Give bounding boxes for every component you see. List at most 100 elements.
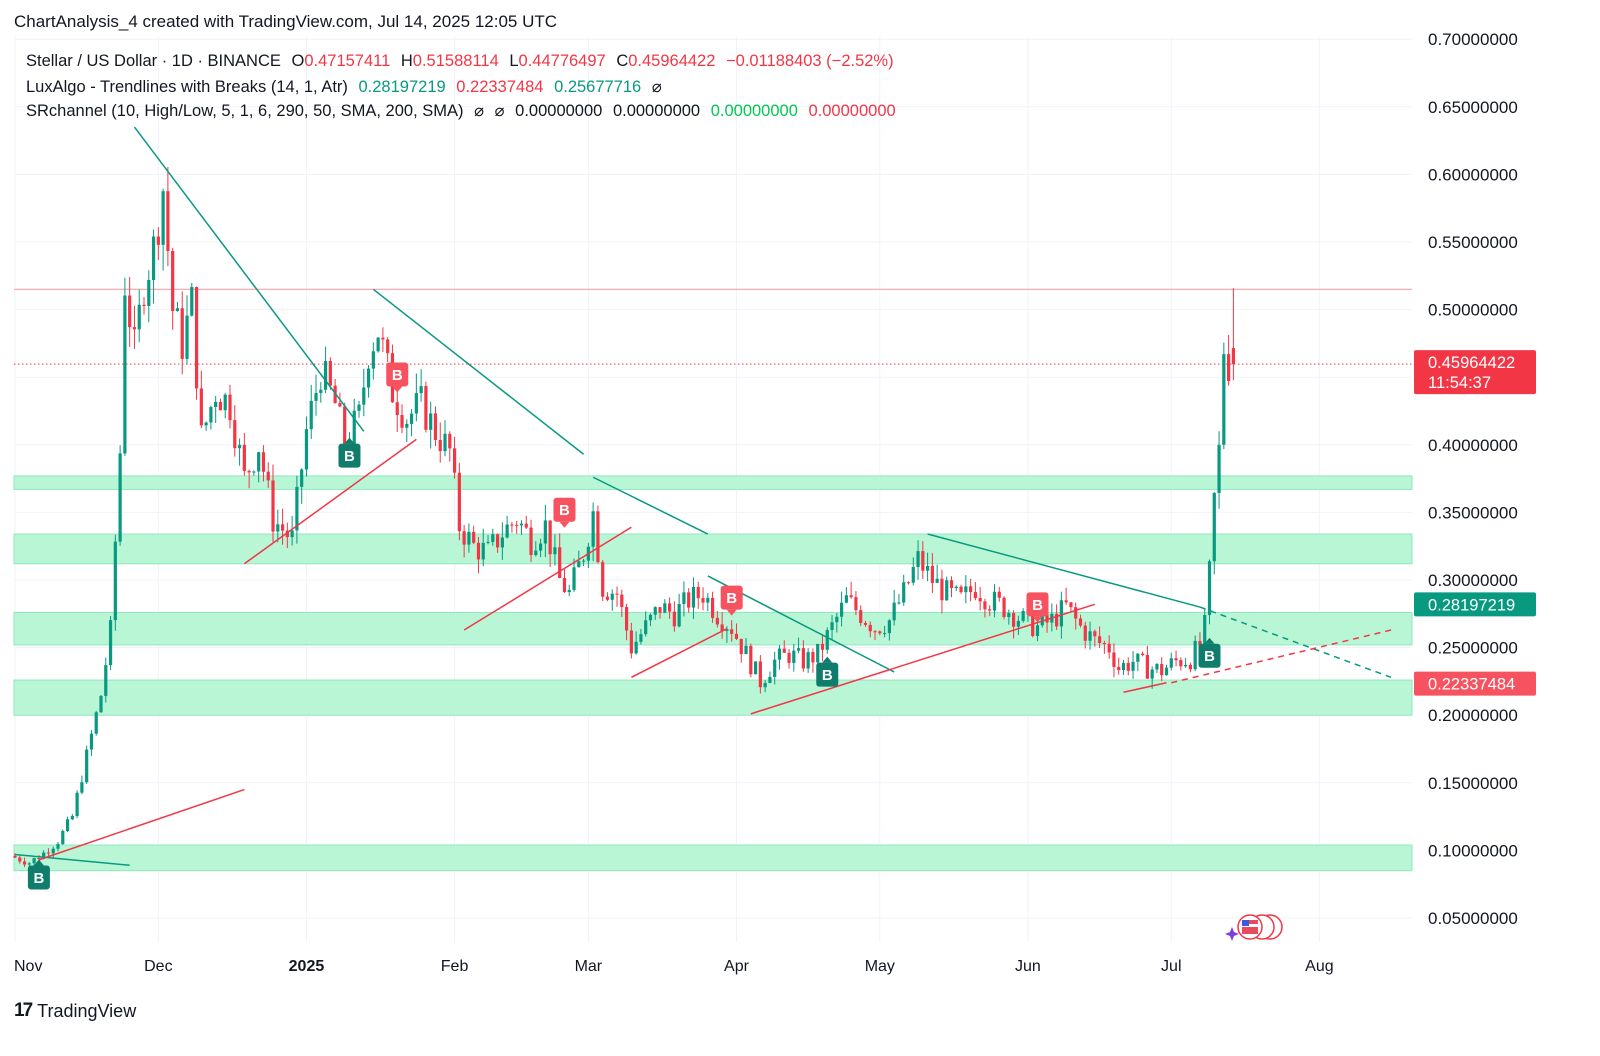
badge-box [720,585,743,610]
candle-body [1064,600,1068,603]
price-change: −0.01188403 (−2.52%) [726,52,894,70]
sparkle-icon [1225,927,1239,941]
badge-box [338,443,361,468]
candle-body [1098,636,1102,643]
candle-body [744,645,748,655]
candle-body [973,592,977,599]
price-tick-label: 0.60000000 [1428,165,1518,184]
indicator-name-srchannel[interactable]: SRchannel (10, High/Low, 5, 1, 6, 290, 5… [26,102,464,120]
price-axis[interactable]: 0.05000000 0.10000000 0.15000000 0.20000000… [1428,30,1518,928]
symbol-legend[interactable]: Stellar / US Dollar · 1D · BINANCE O0.47… [26,52,900,71]
candle-body [639,634,643,642]
candle-body [1078,618,1083,626]
badge-pointer [344,437,355,444]
candle-body [835,616,839,623]
candle-body [816,643,820,663]
time-tick-label: May [865,958,895,975]
candle-body [1227,354,1231,382]
candle-body [147,280,151,306]
candle-body [854,597,858,611]
price-tick-label: 0.50000000 [1428,301,1518,320]
badge-text: B [726,590,737,607]
candle-body [667,603,672,612]
candle-body [495,534,500,548]
candle-body [1160,664,1164,676]
candle-body [304,429,309,470]
candle-body [209,406,213,423]
candle-body [1040,614,1044,626]
candle-body [400,415,404,428]
tradingview-logo[interactable]: 17 TradingView [14,1000,136,1022]
candle-body [792,650,796,663]
price-tick-label: 0.55000000 [1428,233,1518,252]
candle-body [916,551,920,568]
candle-body [448,433,452,449]
trendline-down [592,476,709,535]
candle-body [954,586,958,588]
srchannel-value-2: 0.00000000 [612,102,701,120]
price-tag-value: 0.22337484 [1428,676,1515,694]
candle-body [787,652,791,663]
symbol-name[interactable]: Stellar / US Dollar · 1D · BINANCE [26,52,281,70]
candle-body [462,531,466,545]
candle-body [261,452,266,472]
candle-body [433,413,438,440]
candle-body [438,439,442,452]
candle-body [371,351,375,369]
indicator-name-luxalgo[interactable]: LuxAlgo - Trendlines with Breaks (14, 1,… [26,78,348,96]
candle-body [1107,643,1111,653]
badge-text: B [1204,648,1215,665]
candle-body [1035,625,1040,636]
tradingview-mark-icon: 17 [14,1000,33,1021]
candle-body [128,295,132,328]
tradingview-brand: TradingView [37,1000,137,1021]
projection-up [1171,629,1392,684]
support-zone [13,844,1413,872]
candle-body [319,389,323,394]
trendline-up [1123,682,1167,693]
candle-body [725,629,729,632]
candle-body [89,733,94,750]
candle-body [811,652,815,663]
ohlc-low: L0.44776497 [509,52,606,70]
candle-body [75,792,79,817]
time-tick-label: Feb [441,958,469,975]
candle-body [42,852,46,859]
candle-body [529,527,533,556]
badge-text: B [344,448,355,465]
trendline-down [133,126,365,432]
price-tick-label: 0.05000000 [1428,909,1518,928]
price-tag: 0.22337484 [1414,671,1536,696]
luxalgo-legend[interactable]: LuxAlgo - Trendlines with Breaks (14, 1,… [26,77,668,97]
candle-body [548,520,552,555]
time-axis[interactable]: Nov Dec 2025 Feb Mar Apr May Jun Jul Aug [14,958,1334,975]
page-title: ChartAnalysis_4 created with TradingView… [14,12,558,31]
candle-body [343,406,347,450]
break-label-down: B [720,585,743,616]
badge-box [816,662,839,687]
candle-body [1112,652,1116,667]
candle-body [218,401,223,411]
candle-body [1207,561,1212,616]
candle-body [859,610,863,623]
badge-text: B [33,870,44,887]
candle-body [978,598,982,602]
candle-body [257,452,261,472]
events-marker[interactable] [1225,914,1283,941]
candle-body [94,712,98,734]
price-tick-label: 0.40000000 [1428,436,1518,455]
candle-body [443,433,447,452]
luxalgo-value-2: 0.22337484 [456,78,544,96]
candle-body [1184,664,1188,667]
candle-body [99,695,103,713]
price-tag: 0.45964422 11:54:37 [1414,350,1536,395]
trendline-down [927,533,1201,608]
srchannel-legend[interactable]: SRchannel (10, High/Low, 5, 1, 6, 290, 5… [26,101,902,121]
candle-body [997,591,1001,598]
candle-body [1198,640,1202,646]
candle-body [142,304,146,306]
candle-body [1121,662,1126,671]
price-tick-label: 0.70000000 [1428,30,1518,49]
candle-body [768,676,772,683]
